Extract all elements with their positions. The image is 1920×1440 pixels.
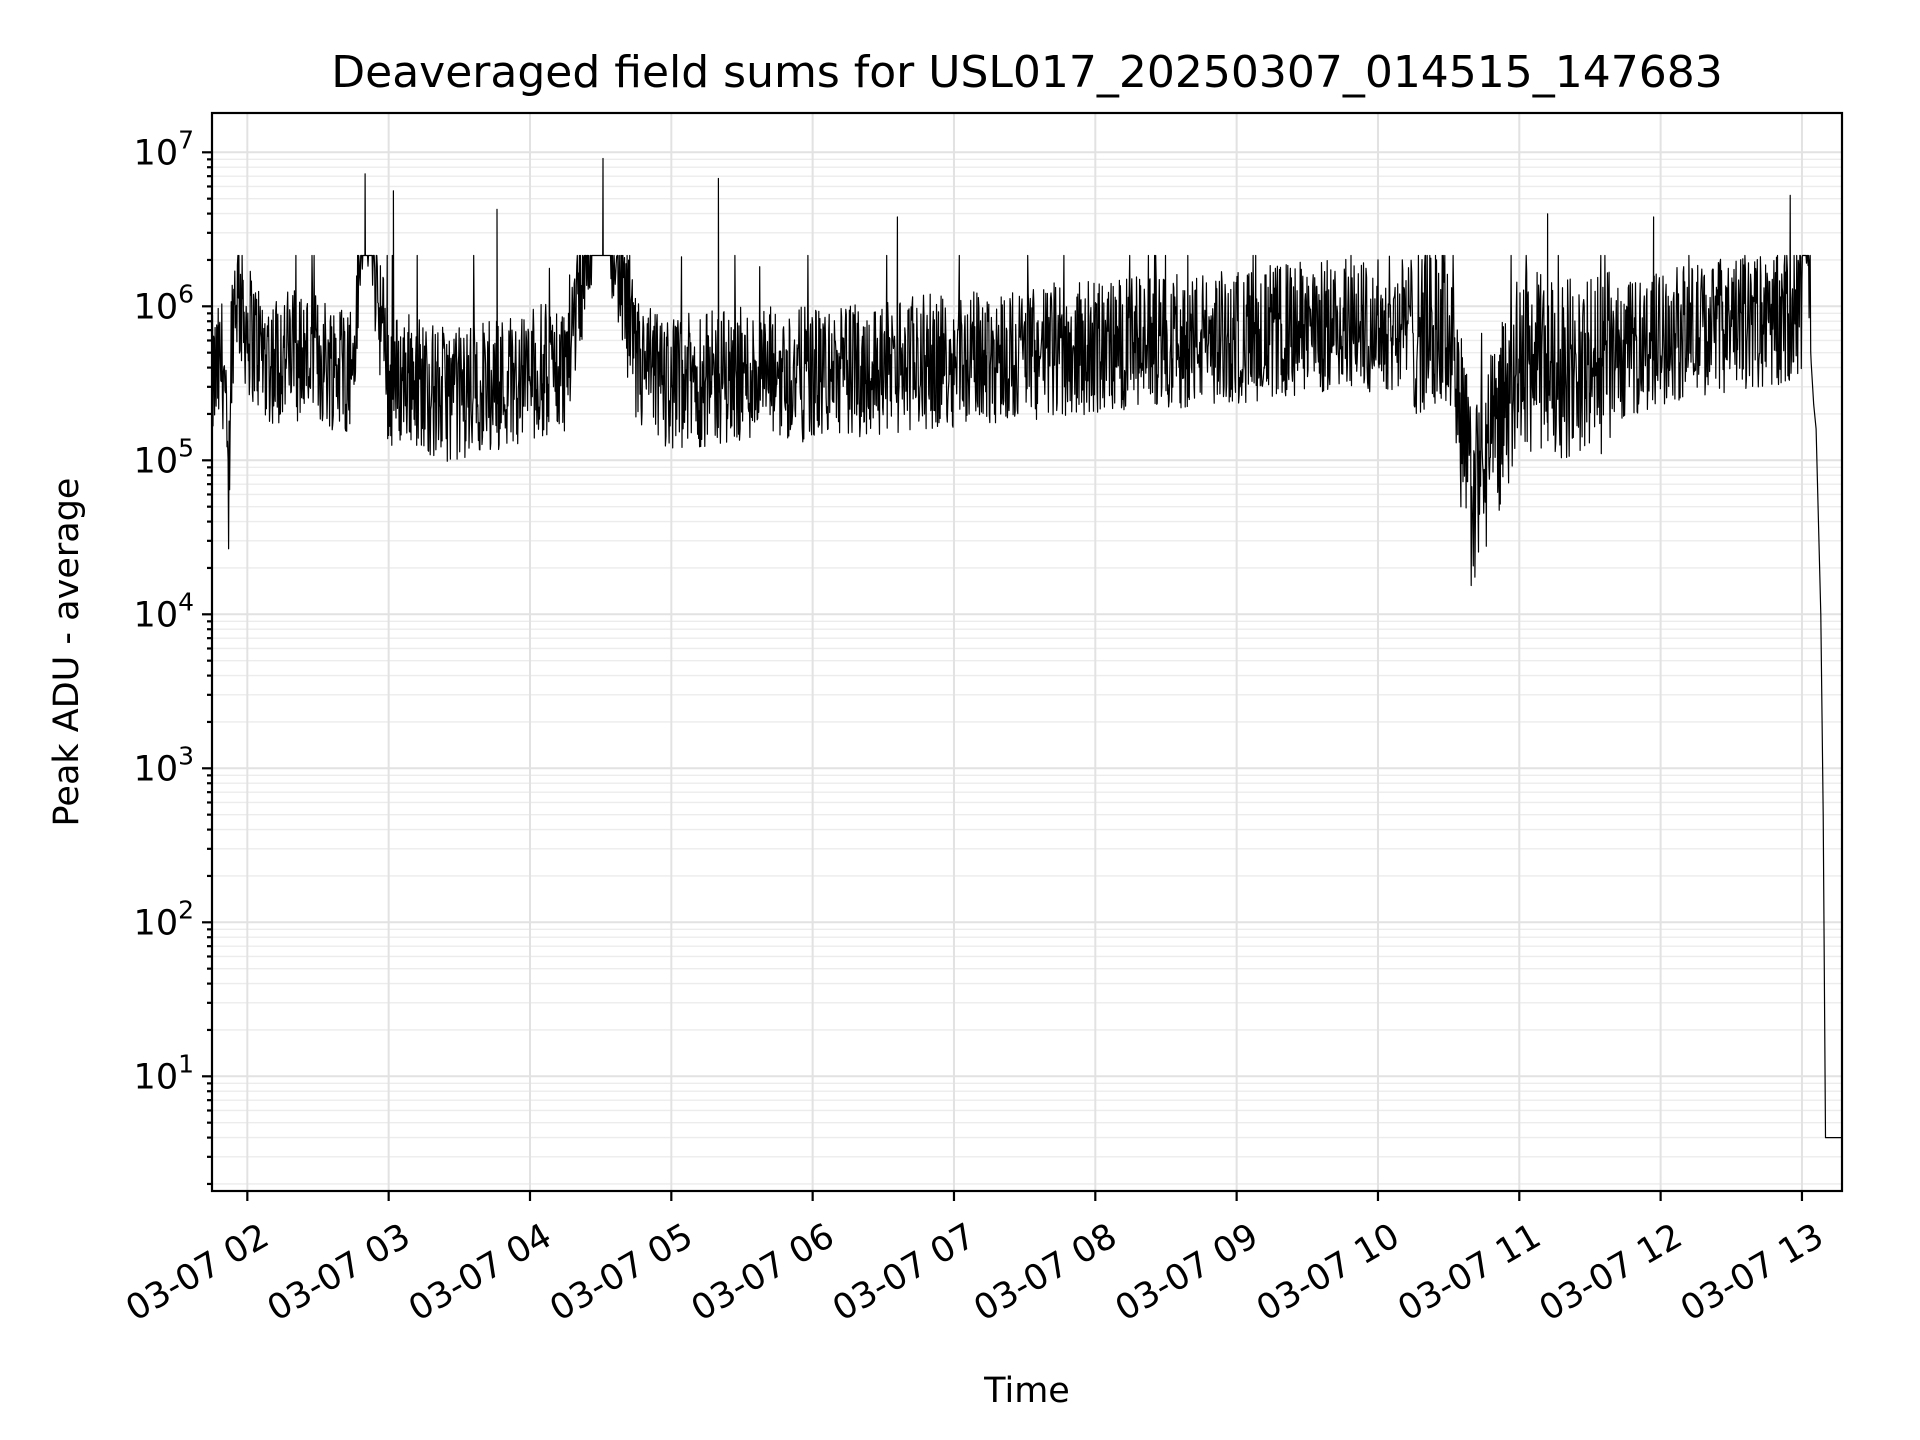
x-tick-label: 03-07 06	[685, 1216, 841, 1329]
x-tick-label: 03-07 08	[968, 1216, 1124, 1329]
x-tick-label: 03-07 02	[120, 1216, 276, 1329]
x-tick-label: 03-07 09	[1109, 1216, 1265, 1329]
grid	[212, 113, 1842, 1191]
y-tick-label: 101	[134, 1049, 194, 1097]
y-tick-label: 103	[134, 741, 194, 789]
plot-frame	[210, 111, 1844, 1193]
x-tick-label: 03-07 12	[1533, 1216, 1689, 1329]
y-tick-label: 104	[134, 587, 194, 635]
series-line	[211, 157, 1842, 1139]
x-tick-label: 03-07 04	[402, 1216, 558, 1329]
x-tick-label: 03-07 10	[1250, 1216, 1406, 1329]
y-tick-label: 106	[134, 279, 194, 327]
y-tick-label: 105	[134, 433, 194, 481]
x-tick-label: 03-07 07	[826, 1216, 982, 1329]
y-tick-label: 102	[134, 895, 194, 943]
x-tick-label: 03-07 11	[1392, 1216, 1548, 1329]
chart-title: Deaveraged field sums for USL017_2025030…	[331, 47, 1723, 98]
y-axis-label: Peak ADU - average	[47, 478, 87, 827]
x-tick-label: 03-07 05	[544, 1216, 700, 1329]
x-axis-label: Time	[983, 1371, 1070, 1411]
x-tick-label: 03-07 13	[1674, 1216, 1830, 1329]
x-tick-label: 03-07 03	[261, 1216, 417, 1329]
y-tick-label: 107	[134, 125, 194, 173]
